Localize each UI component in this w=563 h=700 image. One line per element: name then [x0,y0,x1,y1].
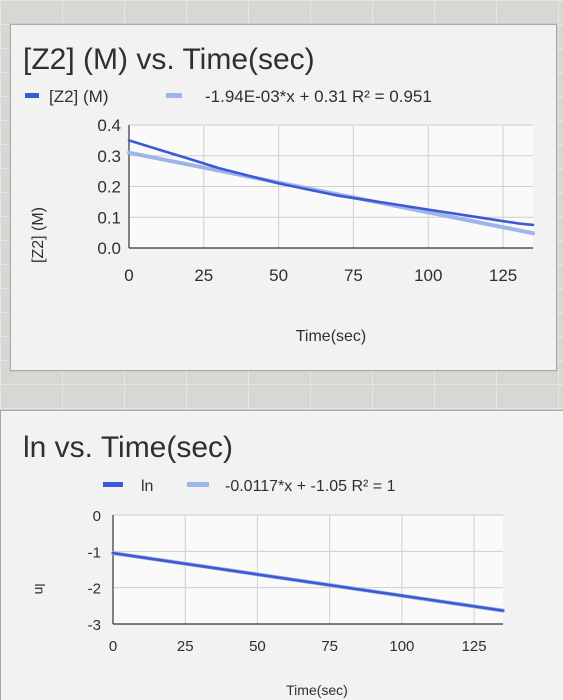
chart-panel-z2[interactable]: [Z2] (M) vs. Time(sec) [Z2] (M) -1.94E-0… [10,24,557,371]
legend-series-swatch [25,93,39,98]
y-tick-label: 0.3 [97,147,121,166]
legend-trend-swatch [187,482,209,487]
y-tick-label: 0.0 [97,239,121,258]
plot-area: 0 25 50 75 100 125 0 -1 -2 -3 [88,508,505,655]
chart-title: [Z2] (M) vs. Time(sec) [23,43,315,76]
x-tick-label: 25 [194,266,213,285]
legend-series-swatch [103,482,123,487]
chart-title: ln vs. Time(sec) [23,431,233,464]
x-tick-label: 25 [177,638,194,655]
y-tick-label: 0 [93,508,101,525]
x-tick-label: 125 [462,638,487,655]
x-tick-label: 75 [321,638,338,655]
x-tick-label: 100 [389,638,414,655]
legend-trend-label: -1.94E-03*x + 0.31 R² = 0.951 [205,87,432,106]
x-axis-label: Time(sec) [286,682,348,698]
ln-chart: ln vs. Time(sec) ln -0.0117*x + -1.05 R²… [23,431,505,698]
x-tick-label: 50 [269,266,288,285]
legend-trend-swatch [166,93,182,98]
x-tick-label: 75 [344,266,363,285]
y-tick-label: 0.2 [97,178,121,197]
legend-series-label: [Z2] (M) [49,87,109,106]
plot-area: 0 25 50 75 100 125 0.0 0.1 0.2 0.3 0.4 [97,116,535,285]
x-tick-label: 125 [489,266,517,285]
z2-chart: [Z2] (M) vs. Time(sec) [Z2] (M) -1.94E-0… [23,43,535,345]
y-tick-label: -2 [88,581,101,598]
series-line [127,139,535,227]
x-tick-label: 100 [414,266,442,285]
series-line [111,551,505,612]
y-tick-label: 0.1 [97,208,121,227]
legend-series-label: ln [141,478,153,495]
y-tick-label: -3 [88,617,101,634]
x-tick-label: 0 [109,638,117,655]
y-axis-label: ln [32,584,48,595]
x-axis-label: Time(sec) [296,328,367,345]
plot-background [113,515,503,624]
x-tick-label: 50 [249,638,266,655]
y-tick-label: 0.4 [97,116,121,135]
legend-trend-label: -0.0117*x + -1.05 R² = 1 [225,478,396,495]
x-tick-label: 0 [124,266,133,285]
y-tick-label: -1 [88,544,101,561]
chart-panel-ln[interactable]: ln vs. Time(sec) ln -0.0117*x + -1.05 R²… [0,410,563,700]
y-axis-label: [Z2] (M) [30,207,47,263]
